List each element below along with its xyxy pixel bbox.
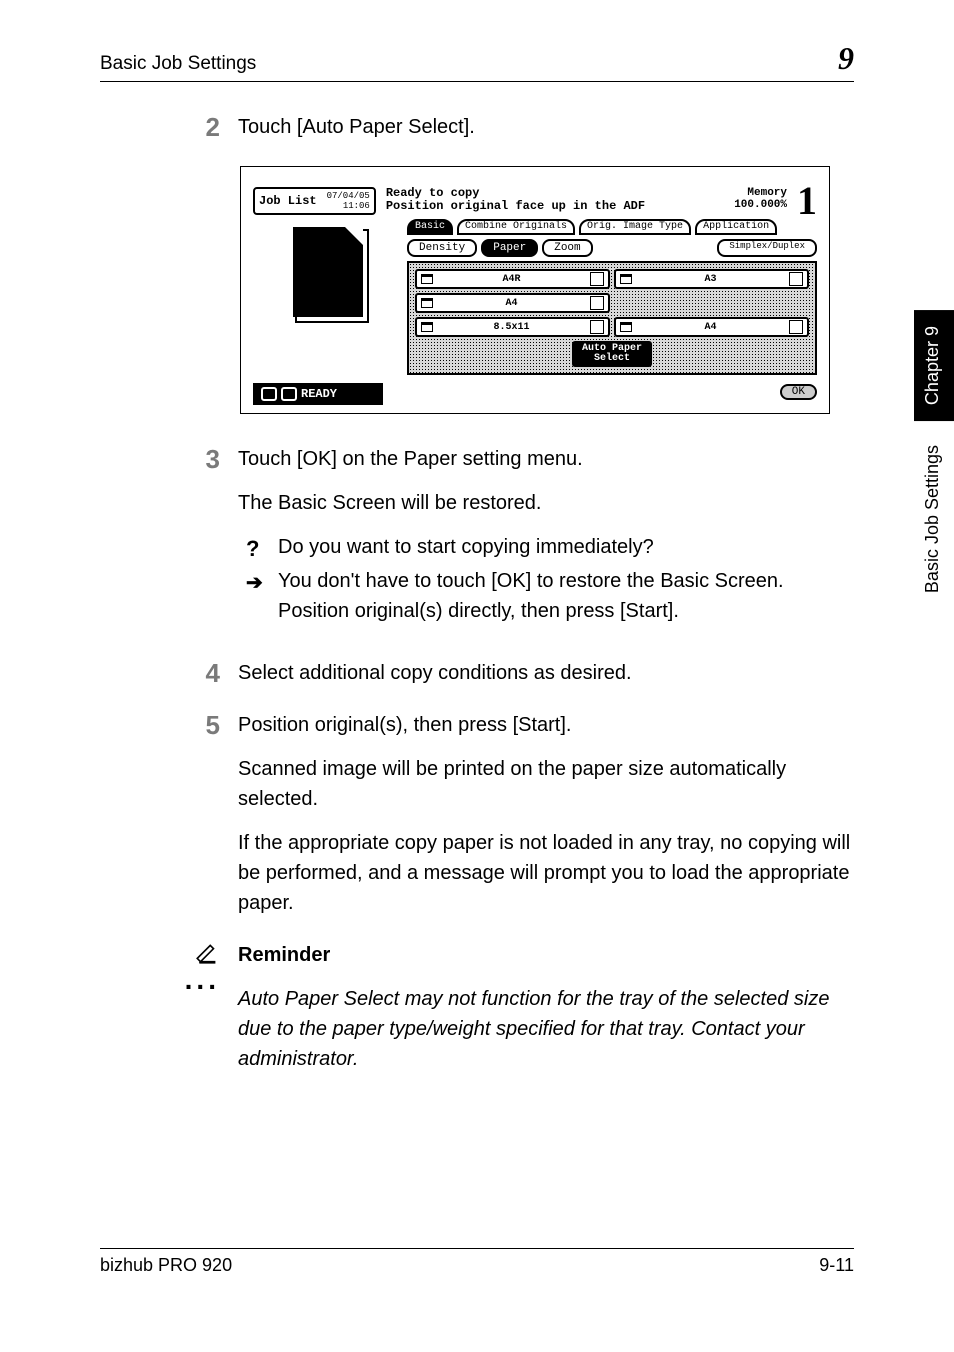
paper-label: A4: [505, 298, 517, 309]
tab-combine[interactable]: Combine Originals: [457, 219, 575, 235]
paper-tray-5[interactable]: A4: [614, 317, 809, 337]
footer-page: 9-11: [819, 1255, 854, 1276]
ok-button[interactable]: OK: [780, 384, 817, 400]
step-3: 3 Touch [OK] on the Paper setting menu. …: [100, 444, 854, 640]
tab-basic[interactable]: Basic: [407, 219, 453, 235]
ready-label: READY: [301, 387, 337, 401]
arrow-icon: ➔: [246, 568, 263, 598]
status-line2: Position original face up in the ADF: [386, 200, 728, 213]
side-chapter: Chapter 9: [914, 310, 954, 421]
chapter-number: 9: [838, 40, 854, 77]
side-section: Basic Job Settings: [914, 441, 954, 597]
paper-tray-4[interactable]: 8.5x11: [415, 317, 610, 337]
step-4: 4 Select additional copy conditions as d…: [100, 658, 854, 702]
document-icon: [293, 227, 363, 317]
density-button[interactable]: Density: [407, 239, 477, 257]
step-number: 5: [100, 710, 220, 932]
header-title: Basic Job Settings: [100, 53, 256, 75]
lcd-status: Ready to copy Position original face up …: [382, 187, 728, 215]
step-number: 2: [100, 112, 220, 156]
step-text: Select additional copy conditions as des…: [238, 658, 854, 688]
answer-text: You don't have to touch [OK] to restore …: [278, 570, 784, 622]
step-number: 3: [100, 444, 220, 640]
joblist-label: Job List: [259, 194, 317, 208]
step-number: 4: [100, 658, 220, 702]
auto-paper-select-button[interactable]: Auto Paper Select: [572, 341, 652, 367]
lcd-time: 11:06: [327, 201, 370, 211]
reminder-body: Auto Paper Select may not function for t…: [238, 984, 854, 1074]
step-text: Scanned image will be printed on the pap…: [238, 754, 854, 814]
tab-orig-image[interactable]: Orig. Image Type: [579, 219, 691, 235]
zoom-button[interactable]: Zoom: [542, 239, 592, 257]
step-text: Position original(s), then press [Start]…: [238, 710, 854, 740]
question-line: ? Do you want to start copying immediate…: [238, 532, 854, 562]
lcd-screenshot: Job List 07/04/05 11:06 Ready to copy Po…: [240, 166, 830, 414]
memory-label: Memory: [734, 187, 787, 199]
footer-model: bizhub PRO 920: [100, 1255, 232, 1276]
job-list-button[interactable]: Job List 07/04/05 11:06: [253, 187, 376, 215]
paper-label: A4R: [502, 274, 520, 285]
page-footer: bizhub PRO 920 9-11: [100, 1248, 854, 1276]
step-2: 2 Touch [Auto Paper Select].: [100, 112, 854, 156]
side-tabs: Chapter 9 Basic Job Settings: [914, 310, 954, 597]
step-text: If the appropriate copy paper is not loa…: [238, 828, 854, 918]
duplex-button[interactable]: Simplex/Duplex: [717, 239, 817, 257]
page-header: Basic Job Settings 9: [100, 40, 854, 82]
reminder-section: ... Reminder Auto Paper Select may not f…: [100, 940, 854, 1088]
dots-icon: ...: [100, 972, 220, 989]
step-5: 5 Position original(s), then press [Star…: [100, 710, 854, 932]
answer-line: ➔ You don't have to touch [OK] to restor…: [238, 566, 854, 626]
step-text: Touch [Auto Paper Select].: [238, 112, 854, 142]
paper-tray-1[interactable]: A4R: [415, 269, 610, 289]
paper-button[interactable]: Paper: [481, 239, 538, 257]
step-text: The Basic Screen will be restored.: [238, 488, 854, 518]
ready-indicator: READY: [253, 383, 383, 405]
tab-application[interactable]: Application: [695, 219, 777, 235]
lcd-date: 07/04/05: [327, 191, 370, 201]
screen-icon: [281, 387, 297, 401]
memory-value: 100.000%: [734, 199, 787, 211]
pencil-icon: ...: [100, 940, 220, 1088]
copy-count: 1: [793, 187, 817, 215]
reminder-heading: Reminder: [238, 940, 854, 970]
lcd-memory: Memory 100.000%: [734, 187, 787, 215]
paper-tray-3[interactable]: A4: [415, 293, 610, 313]
question-icon: ?: [246, 532, 259, 565]
paper-label: A4: [704, 322, 716, 333]
question-text: Do you want to start copying immediately…: [278, 536, 654, 558]
key-icon: [261, 387, 277, 401]
paper-label: A3: [704, 274, 716, 285]
paper-label: 8.5x11: [493, 322, 529, 333]
step-text: Touch [OK] on the Paper setting menu.: [238, 444, 854, 474]
paper-tray-2[interactable]: A3: [614, 269, 809, 289]
